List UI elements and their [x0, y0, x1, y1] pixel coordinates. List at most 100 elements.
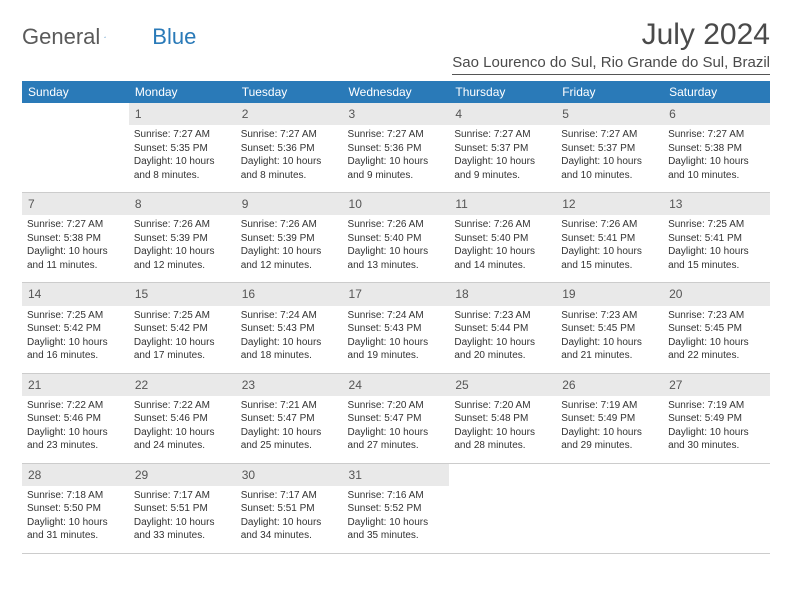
day-number: 17: [343, 283, 450, 306]
sunrise-line: Sunrise: 7:26 AM: [561, 218, 658, 232]
day-header: Friday: [556, 81, 663, 103]
sunrise-line: Sunrise: 7:23 AM: [668, 309, 765, 323]
sunset-line: Sunset: 5:39 PM: [241, 232, 338, 246]
day-cell: Sunrise: 7:22 AMSunset: 5:46 PMDaylight:…: [22, 396, 129, 464]
day-detail-row: Sunrise: 7:18 AMSunset: 5:50 PMDaylight:…: [22, 486, 770, 554]
day-number: 23: [236, 373, 343, 396]
day-number: 2: [236, 103, 343, 125]
day-number: 6: [663, 103, 770, 125]
sunrise-line: Sunrise: 7:19 AM: [561, 399, 658, 413]
sunrise-line: Sunrise: 7:21 AM: [241, 399, 338, 413]
sunset-line: Sunset: 5:38 PM: [27, 232, 124, 246]
day-number: 22: [129, 373, 236, 396]
day-number-row: 28293031: [22, 463, 770, 486]
day-detail-row: Sunrise: 7:27 AMSunset: 5:38 PMDaylight:…: [22, 215, 770, 283]
day-cell: Sunrise: 7:26 AMSunset: 5:41 PMDaylight:…: [556, 215, 663, 283]
title-block: July 2024 Sao Lourenco do Sul, Rio Grand…: [452, 18, 770, 75]
sunset-line: Sunset: 5:45 PM: [668, 322, 765, 336]
day-cell: Sunrise: 7:23 AMSunset: 5:45 PMDaylight:…: [663, 306, 770, 374]
day-cell: Sunrise: 7:27 AMSunset: 5:37 PMDaylight:…: [556, 125, 663, 193]
day-cell: [22, 125, 129, 193]
sunrise-line: Sunrise: 7:16 AM: [348, 489, 445, 503]
day-cell: Sunrise: 7:19 AMSunset: 5:49 PMDaylight:…: [663, 396, 770, 464]
sunrise-line: Sunrise: 7:27 AM: [134, 128, 231, 142]
daylight-line: Daylight: 10 hours and 8 minutes.: [134, 155, 231, 182]
day-cell: Sunrise: 7:27 AMSunset: 5:36 PMDaylight:…: [343, 125, 450, 193]
daylight-line: Daylight: 10 hours and 9 minutes.: [348, 155, 445, 182]
day-cell: Sunrise: 7:25 AMSunset: 5:42 PMDaylight:…: [129, 306, 236, 374]
sunset-line: Sunset: 5:37 PM: [454, 142, 551, 156]
daylight-line: Daylight: 10 hours and 12 minutes.: [241, 245, 338, 272]
day-cell: Sunrise: 7:17 AMSunset: 5:51 PMDaylight:…: [129, 486, 236, 554]
sunrise-line: Sunrise: 7:27 AM: [454, 128, 551, 142]
day-cell: Sunrise: 7:24 AMSunset: 5:43 PMDaylight:…: [343, 306, 450, 374]
day-number: 18: [449, 283, 556, 306]
day-cell: [663, 486, 770, 554]
sunset-line: Sunset: 5:35 PM: [134, 142, 231, 156]
month-title: July 2024: [452, 18, 770, 52]
daylight-line: Daylight: 10 hours and 15 minutes.: [668, 245, 765, 272]
logo-text-1: General: [22, 24, 100, 50]
sunrise-line: Sunrise: 7:27 AM: [241, 128, 338, 142]
day-number: 7: [22, 193, 129, 216]
day-cell: Sunrise: 7:22 AMSunset: 5:46 PMDaylight:…: [129, 396, 236, 464]
sunset-line: Sunset: 5:45 PM: [561, 322, 658, 336]
day-number: 25: [449, 373, 556, 396]
day-number: 11: [449, 193, 556, 216]
daylight-line: Daylight: 10 hours and 11 minutes.: [27, 245, 124, 272]
day-number-row: 123456: [22, 103, 770, 125]
daylight-line: Daylight: 10 hours and 25 minutes.: [241, 426, 338, 453]
day-number: 12: [556, 193, 663, 216]
day-number: 13: [663, 193, 770, 216]
sunrise-line: Sunrise: 7:20 AM: [454, 399, 551, 413]
day-cell: Sunrise: 7:27 AMSunset: 5:38 PMDaylight:…: [22, 215, 129, 283]
day-cell: [449, 486, 556, 554]
daylight-line: Daylight: 10 hours and 23 minutes.: [27, 426, 124, 453]
day-number: 15: [129, 283, 236, 306]
day-cell: Sunrise: 7:26 AMSunset: 5:40 PMDaylight:…: [343, 215, 450, 283]
sunset-line: Sunset: 5:50 PM: [27, 502, 124, 516]
sunrise-line: Sunrise: 7:26 AM: [134, 218, 231, 232]
daylight-line: Daylight: 10 hours and 13 minutes.: [348, 245, 445, 272]
day-number: 21: [22, 373, 129, 396]
day-header: Tuesday: [236, 81, 343, 103]
day-cell: Sunrise: 7:24 AMSunset: 5:43 PMDaylight:…: [236, 306, 343, 374]
day-cell: Sunrise: 7:26 AMSunset: 5:40 PMDaylight:…: [449, 215, 556, 283]
daylight-line: Daylight: 10 hours and 10 minutes.: [668, 155, 765, 182]
day-number: 3: [343, 103, 450, 125]
sunrise-line: Sunrise: 7:26 AM: [348, 218, 445, 232]
day-number: 8: [129, 193, 236, 216]
daylight-line: Daylight: 10 hours and 33 minutes.: [134, 516, 231, 543]
day-number: 16: [236, 283, 343, 306]
sunrise-line: Sunrise: 7:27 AM: [27, 218, 124, 232]
day-cell: Sunrise: 7:16 AMSunset: 5:52 PMDaylight:…: [343, 486, 450, 554]
sunrise-line: Sunrise: 7:17 AM: [134, 489, 231, 503]
sunset-line: Sunset: 5:46 PM: [27, 412, 124, 426]
day-number: 30: [236, 463, 343, 486]
day-number: 31: [343, 463, 450, 486]
sunrise-line: Sunrise: 7:26 AM: [454, 218, 551, 232]
daylight-line: Daylight: 10 hours and 12 minutes.: [134, 245, 231, 272]
day-number: [22, 103, 129, 125]
sunrise-line: Sunrise: 7:19 AM: [668, 399, 765, 413]
sunrise-line: Sunrise: 7:24 AM: [348, 309, 445, 323]
day-cell: Sunrise: 7:27 AMSunset: 5:35 PMDaylight:…: [129, 125, 236, 193]
sunrise-line: Sunrise: 7:27 AM: [561, 128, 658, 142]
day-number: 19: [556, 283, 663, 306]
day-number: 5: [556, 103, 663, 125]
day-header: Wednesday: [343, 81, 450, 103]
day-cell: Sunrise: 7:27 AMSunset: 5:38 PMDaylight:…: [663, 125, 770, 193]
sunset-line: Sunset: 5:41 PM: [561, 232, 658, 246]
sunset-line: Sunset: 5:47 PM: [348, 412, 445, 426]
sunrise-line: Sunrise: 7:25 AM: [27, 309, 124, 323]
day-number: 20: [663, 283, 770, 306]
sunset-line: Sunset: 5:39 PM: [134, 232, 231, 246]
sunset-line: Sunset: 5:44 PM: [454, 322, 551, 336]
sunrise-line: Sunrise: 7:23 AM: [454, 309, 551, 323]
day-number: 14: [22, 283, 129, 306]
sunset-line: Sunset: 5:43 PM: [348, 322, 445, 336]
daylight-line: Daylight: 10 hours and 19 minutes.: [348, 336, 445, 363]
day-number-row: 78910111213: [22, 193, 770, 216]
day-number: 29: [129, 463, 236, 486]
sunset-line: Sunset: 5:40 PM: [454, 232, 551, 246]
